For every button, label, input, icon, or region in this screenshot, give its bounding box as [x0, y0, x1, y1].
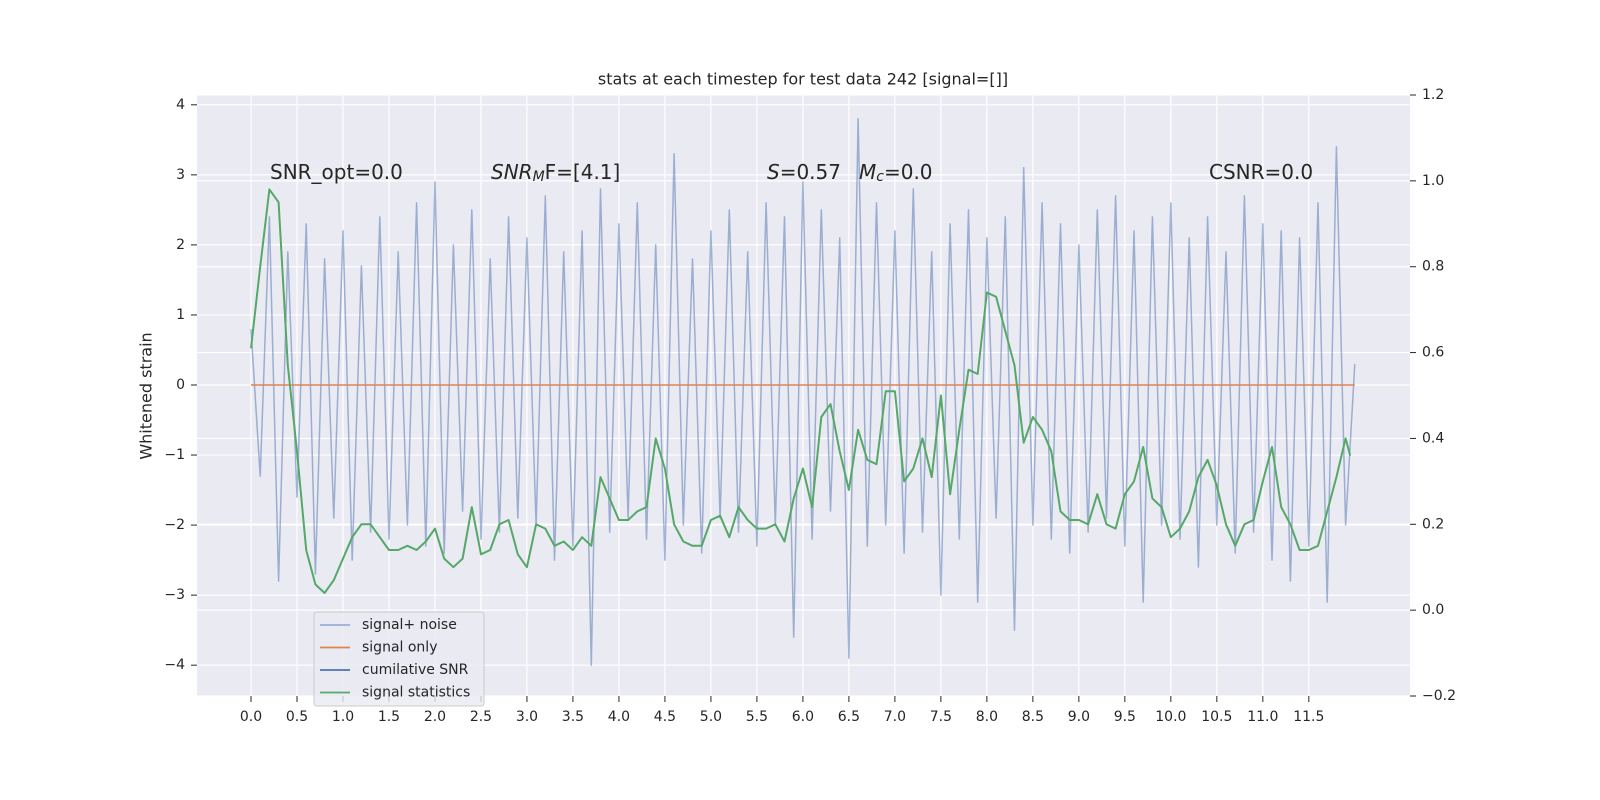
series-line [250, 188, 1352, 594]
x-tick-label: 6.0 [792, 709, 814, 725]
annotation-part: F=[4.1] [545, 160, 621, 184]
x-tick-label: 8.0 [976, 709, 998, 725]
annotation-part: M [533, 169, 545, 185]
x-tick-label: 7.5 [930, 709, 952, 725]
x-tick-label: 0.5 [286, 709, 308, 725]
annotations: SNR_opt=0.0 SNRMF=[4.1] S=0.57 Mc=0.0 CSNR=0… [270, 160, 1313, 186]
x-tick-label: 4.0 [608, 709, 630, 725]
legend-label: signal only [362, 640, 437, 656]
series-line [250, 118, 1356, 666]
legend-box [313, 611, 485, 707]
y2-tick-label: 0.2 [1422, 516, 1444, 532]
annotation: SNR_opt=0.0 [270, 160, 403, 184]
x-tick-label: 4.5 [654, 709, 676, 725]
y-tick-label: 3 [176, 167, 185, 183]
grid [197, 94, 1410, 697]
annotation-part: SNR [491, 160, 533, 184]
legend-label: signal+ noise [362, 617, 457, 633]
y-tick-label: −4 [164, 657, 185, 673]
y2-tick-label: 0.8 [1422, 259, 1444, 275]
y2-tick-label: 0.6 [1422, 345, 1444, 361]
y-tick-label: 2 [176, 237, 185, 253]
y-tick-label: −2 [164, 517, 185, 533]
x-tick-label: 5.0 [700, 709, 722, 725]
x-tick-label: 10.0 [1155, 709, 1186, 725]
x-tick-label: 8.5 [1022, 709, 1044, 725]
legend-label: signal statistics [362, 685, 470, 701]
x-tick-label: 3.0 [516, 709, 538, 725]
y-tick-label: −3 [164, 587, 185, 603]
annotation: Mc=0.0 [859, 160, 933, 186]
x-tick-label: 2.5 [470, 709, 492, 725]
chart-title: stats at each timestep for test data 242… [598, 70, 1008, 89]
axes: 0.0 0.5 1.0 1.5 2.0 2.5 3.0 3.5 4.0 4.5 5.0 5.5 6.0 6… [164, 87, 1456, 725]
x-tick-label: 5.5 [746, 709, 768, 725]
legend-label: cumilative SNR [362, 662, 469, 678]
x-tick-label: 7.0 [884, 709, 906, 725]
annotation-part: =0.0 [884, 160, 933, 184]
y2-tick-label: 1.0 [1422, 173, 1444, 189]
x-tick-label: 1.5 [378, 709, 400, 725]
x-tick-label: 6.5 [838, 709, 860, 725]
annotation-part: S [767, 160, 780, 184]
annotation-part: SNR_opt=0.0 [270, 160, 403, 184]
y2-tick-label: −0.2 [1422, 688, 1456, 704]
y-axis-label: Whitened strain [137, 332, 156, 459]
x-tick-label: 11.5 [1293, 709, 1324, 725]
y-tick-label: −1 [164, 447, 185, 463]
annotation-part: =0.57 [780, 160, 841, 184]
x-tick-label: 1.0 [332, 709, 354, 725]
y2-tick-label: 0.0 [1422, 602, 1444, 618]
x-tick-label: 9.0 [1068, 709, 1090, 725]
annotation: CSNR=0.0 [1209, 160, 1313, 184]
y-tick-label: 1 [176, 307, 185, 323]
y2-tick-label: 1.2 [1422, 87, 1444, 103]
y-tick-label: 0 [176, 377, 185, 393]
annotation-part: CSNR=0.0 [1209, 160, 1313, 184]
annotation: SNRMF=[4.1] [491, 160, 620, 186]
y2-tick-label: 0.4 [1422, 430, 1444, 446]
annotation-part: c [876, 169, 884, 185]
marks [250, 118, 1356, 666]
x-tick-label: 0.0 [240, 709, 262, 725]
annotation-part: M [859, 160, 876, 184]
x-tick-label: 2.0 [424, 709, 446, 725]
x-tick-label: 11.0 [1247, 709, 1278, 725]
annotation: S=0.57 [767, 160, 841, 184]
x-tick-label: 3.5 [562, 709, 584, 725]
x-tick-label: 9.5 [1114, 709, 1136, 725]
x-tick-label: 10.5 [1201, 709, 1232, 725]
y-tick-label: 4 [176, 97, 185, 113]
legend: signal+ noise signal only cumilative SNR si… [313, 611, 485, 707]
